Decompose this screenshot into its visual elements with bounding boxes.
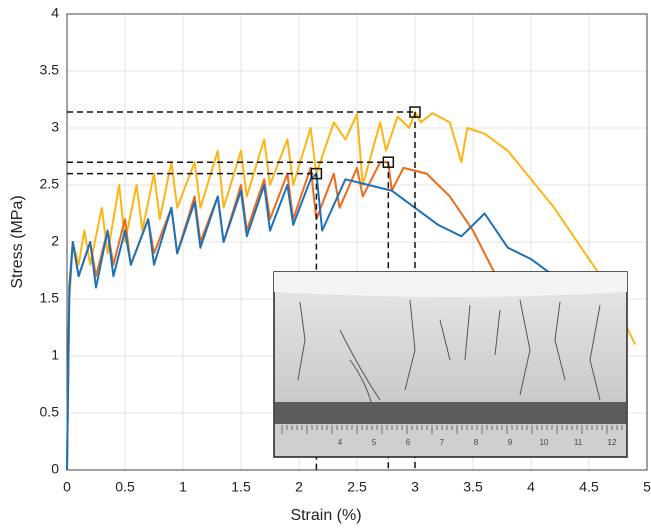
x-tick-label: 3.5 (463, 479, 483, 495)
y-tick-label: 2 (51, 233, 59, 249)
x-tick-label: 3 (411, 479, 419, 495)
ruler-label: 6 (406, 438, 411, 447)
peak-marker (409, 106, 421, 118)
y-tick-label: 0 (51, 461, 59, 477)
y-tick-label: 2.5 (40, 176, 60, 192)
ruler-label: 10 (540, 438, 549, 447)
crack (589, 304, 601, 401)
y-tick-label: 1.5 (40, 290, 60, 306)
ruler-label: 5 (372, 438, 377, 447)
x-axis-label: Strain (%) (290, 507, 361, 524)
crack (404, 299, 416, 391)
inset-photo: 4 5 6 7 8 9 10 11 12 (273, 271, 628, 458)
inset-base (275, 402, 626, 424)
x-tick-label: 1 (179, 479, 187, 495)
crack (439, 319, 451, 361)
plot-frame (66, 13, 648, 471)
y-tick-label: 3 (51, 119, 59, 135)
inset-ruler (275, 424, 626, 456)
y-tick-label: 1 (51, 347, 59, 363)
x-tick-label: 0 (63, 479, 71, 495)
x-tick-label: 4 (527, 479, 535, 495)
y-tick-label: 4 (51, 5, 59, 21)
crack (519, 299, 531, 396)
x-tick-label: 2.5 (347, 479, 367, 495)
x-tick-label: 1.5 (231, 479, 251, 495)
crack (494, 309, 501, 356)
ruler-label: 12 (608, 438, 617, 447)
ruler-label: 4 (338, 438, 343, 447)
inset-top (274, 272, 627, 297)
crack (349, 359, 373, 406)
x-tick-label: 2 (295, 479, 303, 495)
x-tick-label: 5 (643, 479, 651, 495)
y-tick-label: 0.5 (40, 404, 60, 420)
ruler-label: 8 (474, 438, 479, 447)
crack (464, 304, 471, 361)
y-tick-label: 3.5 (40, 62, 60, 78)
crack (339, 329, 381, 401)
crack (297, 301, 306, 381)
crack (554, 301, 566, 381)
x-tick-label: 0.5 (115, 479, 135, 495)
ruler-label: 7 (440, 438, 445, 447)
ruler-label: 11 (574, 438, 583, 447)
ruler-label: 9 (508, 438, 513, 447)
x-tick-label: 4.5 (579, 479, 599, 495)
y-axis-label: Stress (MPa) (9, 195, 26, 288)
peak-marker (310, 167, 323, 180)
peak-marker (382, 156, 395, 168)
